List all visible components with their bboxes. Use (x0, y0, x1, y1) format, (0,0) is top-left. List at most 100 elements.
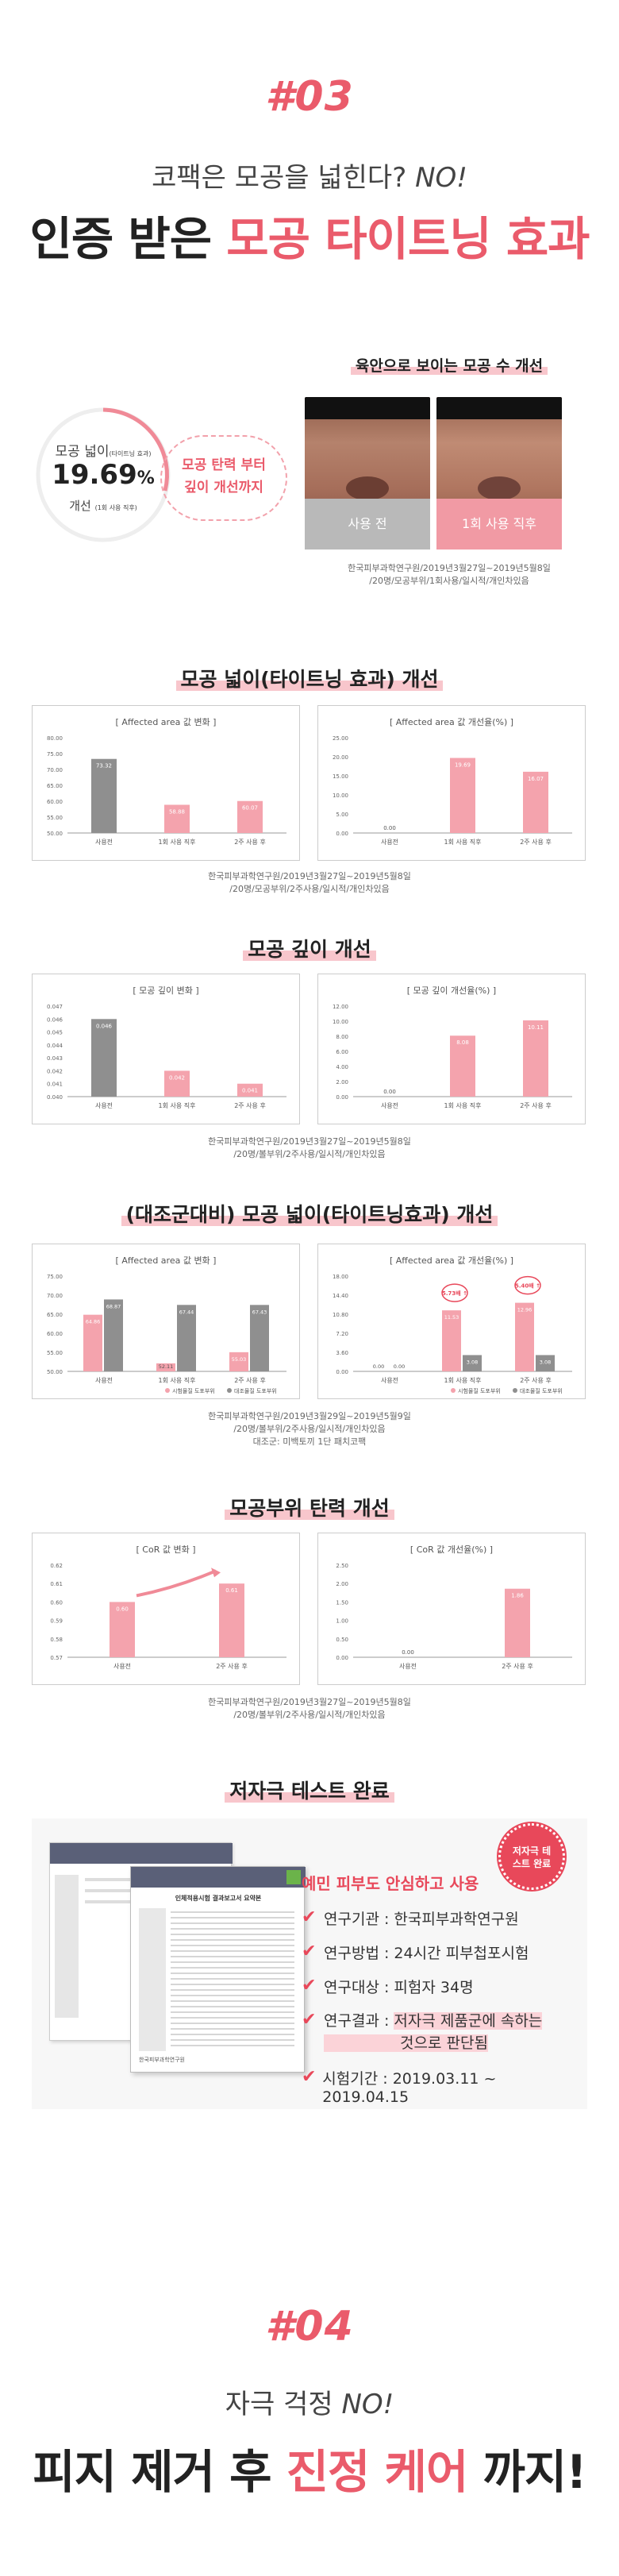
elastic-section-title: 모공부위 탄력 개선 (0, 1493, 619, 1521)
y-tick-label: 0.041 (47, 1082, 63, 1088)
y-tick-label: 0.61 (50, 1581, 63, 1587)
y-tick-label: 7.20 (336, 1331, 348, 1337)
y-tick-label: 4.00 (336, 1064, 348, 1070)
x-tick-label: 사용전 (95, 838, 113, 846)
data-label: 1.86 (511, 1593, 524, 1599)
elastic-section-source: 한국피부과학연구원/2019년3월27일~2019년5월8일/20명/볼부위/2… (0, 1696, 619, 1722)
data-label: 11.53 (444, 1314, 459, 1321)
data-label: 3.08 (540, 1359, 551, 1365)
y-tick-label: 10.00 (333, 792, 348, 799)
doc-text-lines (171, 1911, 294, 2046)
data-label: 67.43 (252, 1309, 267, 1315)
x-tick-label: 2주 사용 후 (520, 1102, 552, 1109)
width-section-source: 한국피부과학연구원/2019년3월27일~2019년5월8일/20명/모공부위/… (0, 870, 619, 896)
y-tick-label: 50.00 (47, 1369, 63, 1375)
y-tick-label: 8.00 (336, 1034, 348, 1040)
y-tick-label: 50.00 (47, 831, 63, 837)
x-tick-label: 1회 사용 직후 (159, 1376, 196, 1384)
chart-depth-change: [ 모공 깊이 변화 ] 0.047 0.046 0.045 0.044 0.043 0.0… (32, 974, 300, 1124)
bar (91, 1019, 117, 1097)
document-front: 인체적용시험 결과보고서 요약본 한국피부과학연구원 (130, 1866, 305, 2073)
section-subtitle: 자극 걱정 NO! (0, 2382, 619, 2421)
x-tick-label: 1회 사용 직후 (159, 838, 196, 846)
chart-svg: 0.62 0.61 0.60 0.59 0.58 0.57 사용전 0.60 2주 사용 후 0.… (33, 1533, 299, 1684)
data-label: 0.046 (96, 1023, 113, 1029)
y-tick-label: 0.040 (47, 1094, 63, 1101)
legend-marker (165, 1388, 170, 1393)
check-icon: ✔ (302, 1976, 324, 1996)
x-tick-label: 사용전 (95, 1101, 113, 1109)
y-tick-label: 75.00 (47, 1274, 63, 1280)
chart-svg: 18.0014.4010.807.203.600.00사용전0.00 0.001회… (318, 1244, 585, 1398)
data-label: 64.86 (86, 1319, 101, 1325)
chart-control-rate: [ Affected area 값 개선율(%) ] 18.00 14.40 10.8… (317, 1244, 586, 1399)
chart-svg: 2.50 2.00 1.50 1.00 0.50 0.00 사용전 0.00 2주 사용 후 1.… (318, 1533, 585, 1684)
legend-marker (227, 1388, 232, 1393)
y-tick-label: 65.00 (47, 1312, 63, 1318)
y-tick-label: 70.00 (47, 767, 63, 773)
after-label: 1회 사용 직후 (436, 499, 562, 550)
data-label: 19.69 (455, 762, 471, 768)
y-tick-label: 80.00 (47, 735, 63, 742)
x-tick-label: 사용전 (381, 1376, 398, 1384)
y-tick-label: 2.50 (336, 1563, 348, 1569)
y-tick-label: 0.58 (50, 1637, 63, 1643)
low-irritation-list: ✔ 연구기관 : 한국피부과학연구원 ✔ 연구방법 : 24시간 피부첩포시험 ✔ 연… (302, 1907, 571, 2119)
y-tick-label: 65.00 (47, 783, 63, 789)
x-tick-label: 사용전 (381, 838, 398, 846)
doc-footer: 한국피부과학연구원 (139, 2056, 185, 2064)
before-label: 사용 전 (305, 499, 430, 550)
list-item: ✔ 연구방법 : 24시간 피부첩포시험 (302, 1942, 571, 1963)
y-tick-label: 0.044 (47, 1043, 63, 1049)
chart-svg: 0.047 0.046 0.045 0.044 0.043 0.042 0.041 0.040… (33, 974, 299, 1124)
x-tick-label: 2주 사용 후 (502, 1663, 533, 1670)
nose-shape (478, 476, 521, 500)
y-tick-label: 20.00 (333, 754, 348, 761)
data-label: 73.32 (96, 763, 112, 769)
list-item: ✔ 연구결과 : 저자극 제품군에 속하는 것으로 판단됨 (302, 2010, 571, 2054)
y-tick-label: 70.00 (47, 1293, 63, 1299)
list-item: ✔ 시험기간 : 2019.03.11 ~ 2019.04.15 (302, 2067, 571, 2106)
check-icon: ✔ (302, 1907, 324, 1927)
stamp-badge: 저자극 테스트 완료 (498, 1823, 565, 1890)
chart-svg: 75.00 70.00 65.00 60.00 55.00 50.00 사용전 64.86 68… (33, 1244, 299, 1398)
data-label: 0.00 (383, 825, 396, 831)
y-tick-label: 60.00 (47, 1331, 63, 1337)
chart-width-change: [ Affected area 값 변화 ] 80.00 75.00 70.00 65.… (32, 705, 300, 861)
callout-label: 5.40배 ↑ (515, 1282, 540, 1290)
x-tick-label: 1회 사용 직후 (159, 1101, 196, 1109)
visible-source: 한국피부과학연구원/2019년3월27일~2019년5월8일 /20명/모공부위… (305, 562, 594, 588)
callout-label: 5.73배 ↑ (442, 1290, 467, 1297)
x-tick-label: 사용전 (399, 1662, 417, 1670)
y-tick-label: 0.046 (47, 1016, 63, 1023)
y-tick-label: 18.00 (333, 1274, 348, 1280)
legend-label: 시험물질 도포부위 (172, 1388, 215, 1394)
chart-svg: 25.00 20.00 15.00 10.00 5.00 0.00 사용전 0.00 1회 사용… (318, 706, 585, 860)
stat-side-badge: 모공 탄력 부터 깊이 개선까지 (160, 435, 287, 521)
bar (104, 1299, 123, 1371)
low-irritation-headline: 예민 피부도 안심하고 사용 (302, 1871, 479, 1894)
bar (450, 758, 475, 833)
y-tick-label: 0.60 (50, 1599, 63, 1606)
x-tick-label: 2주 사용 후 (520, 839, 552, 846)
nose-shape (346, 476, 389, 500)
y-tick-label: 0.00 (336, 1369, 348, 1375)
y-tick-label: 0.00 (336, 1655, 348, 1661)
doc-tab (286, 1870, 301, 1884)
check-icon: ✔ (302, 2067, 322, 2087)
y-tick-label: 0.042 (47, 1068, 63, 1074)
x-tick-label: 1회 사용 직후 (444, 838, 482, 846)
legend-label: 시험물질 도포부위 (458, 1388, 501, 1394)
y-tick-label: 0.50 (336, 1637, 348, 1643)
chart-depth-rate: [ 모공 깊이 개선율(%) ] 12.00 10.00 8.00 6.00 4.00 2.… (317, 974, 586, 1124)
data-label: 0.00 (402, 1649, 414, 1656)
legend-marker (513, 1388, 517, 1393)
data-label: 16.07 (528, 776, 544, 782)
y-tick-label: 0.57 (50, 1655, 63, 1661)
x-tick-label: 사용전 (113, 1662, 131, 1670)
section-title: 피지 제거 후 진정 케어 까지! (0, 2435, 619, 2501)
low-irritation-title: 저자극 테스트 완료 (0, 1776, 619, 1804)
x-tick-label: 1회 사용 직후 (444, 1376, 482, 1384)
control-section-title: (대조군대비) 모공 넓이(타이트닝효과) 개선 (0, 1199, 619, 1228)
x-tick-label: 사용전 (95, 1376, 113, 1384)
